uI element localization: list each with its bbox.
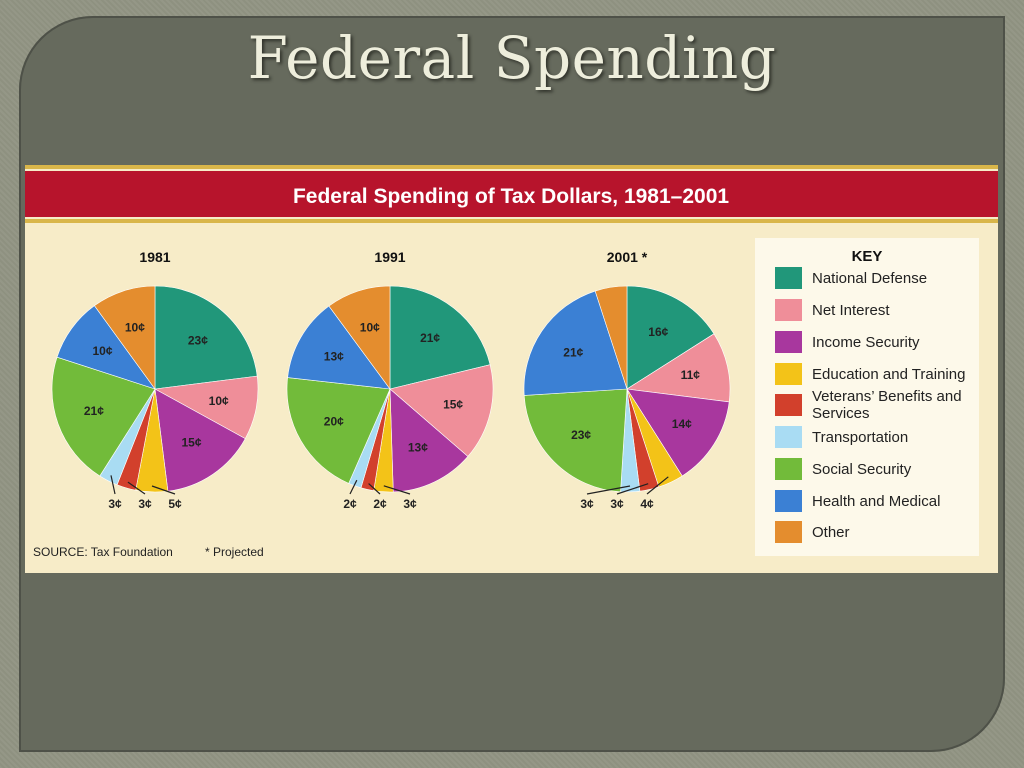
pie-1: 1981 23¢ 10¢ 15¢ 21¢ 10¢ 10¢ 3¢ 3¢ 5¢ bbox=[51, 249, 259, 511]
key-label: Health and Medical bbox=[812, 493, 940, 510]
key-label: Other bbox=[812, 524, 850, 541]
slide-title: Federal Spending bbox=[247, 24, 777, 92]
slice-value-label: 5¢ bbox=[168, 497, 182, 511]
pie-slice bbox=[523, 290, 628, 396]
slice-value-label: 10¢ bbox=[360, 320, 380, 334]
key-swatch bbox=[775, 426, 802, 448]
pies-group: 1981 23¢ 10¢ 15¢ 21¢ 10¢ 10¢ 3¢ 3¢ 5¢ 1991 21¢ 15¢ 13… bbox=[51, 249, 731, 511]
pie-slice bbox=[594, 285, 628, 390]
slice-value-label: 3¢ bbox=[108, 497, 122, 511]
slice-value-label: 3¢ bbox=[580, 497, 594, 511]
pie-slice bbox=[626, 388, 730, 477]
slice-value-label: 4¢ bbox=[640, 497, 654, 511]
key-label: Income Security bbox=[812, 334, 920, 351]
pie-year-label: 1991 bbox=[374, 249, 405, 265]
key-swatch bbox=[775, 458, 802, 480]
slice-value-label: 10¢ bbox=[125, 320, 145, 334]
slice-value-label: 3¢ bbox=[138, 497, 152, 511]
key-label: Social Security bbox=[812, 461, 912, 478]
pie-slice bbox=[287, 305, 391, 390]
slice-value-label: 21¢ bbox=[420, 331, 440, 345]
slice-value-label: 23¢ bbox=[571, 428, 591, 442]
key-label: Transportation bbox=[812, 429, 908, 446]
slice-value-label: 11¢ bbox=[681, 368, 701, 382]
pie-2: 1991 21¢ 15¢ 13¢ 20¢ 13¢ 10¢ 2¢ 2¢ 3¢ bbox=[286, 249, 494, 511]
pie-slice bbox=[389, 285, 491, 390]
pie-slice bbox=[51, 356, 156, 477]
slice-value-label: 2¢ bbox=[343, 497, 357, 511]
leader-line bbox=[646, 476, 669, 495]
slice-value-label: 23¢ bbox=[188, 333, 208, 347]
key-swatch bbox=[775, 267, 802, 289]
banner-bottom-rule bbox=[25, 219, 998, 223]
slice-value-label: 13¢ bbox=[324, 350, 344, 364]
chart-svg: Federal Spending of Tax Dollars, 1981–20… bbox=[25, 165, 998, 559]
key-label: Education and Training bbox=[812, 366, 965, 383]
key-label: National Defense bbox=[812, 270, 927, 287]
key-swatch bbox=[775, 299, 802, 321]
key-title: KEY bbox=[852, 248, 883, 265]
key-swatch bbox=[775, 521, 802, 543]
leader-line bbox=[368, 483, 381, 495]
slice-value-label: 10¢ bbox=[209, 394, 229, 408]
key-swatch bbox=[775, 331, 802, 353]
projected-note: * Projected bbox=[205, 545, 264, 559]
pie-slice bbox=[328, 285, 391, 390]
leader-line bbox=[110, 475, 116, 495]
chart-panel: Federal Spending of Tax Dollars, 1981–20… bbox=[25, 165, 998, 573]
slice-value-label: 3¢ bbox=[403, 497, 417, 511]
pie-year-label: 2001 * bbox=[607, 249, 648, 265]
leader-line bbox=[586, 485, 631, 495]
slice-value-label: 21¢ bbox=[563, 346, 583, 360]
source-note: SOURCE: Tax Foundation bbox=[33, 545, 173, 559]
slice-value-label: 2¢ bbox=[373, 497, 387, 511]
slice-value-label: 20¢ bbox=[324, 414, 344, 428]
leader-line bbox=[151, 485, 176, 495]
slice-value-label: 14¢ bbox=[672, 417, 692, 431]
slice-value-label: 15¢ bbox=[443, 397, 463, 411]
pie-year-label: 1981 bbox=[139, 249, 170, 265]
slice-value-label: 3¢ bbox=[610, 497, 624, 511]
pie-slice bbox=[389, 364, 494, 457]
key-swatch bbox=[775, 363, 802, 385]
leader-line bbox=[383, 485, 411, 495]
pie-slice bbox=[626, 333, 731, 403]
key-swatch bbox=[775, 490, 802, 512]
leader-line bbox=[127, 481, 146, 495]
key-label: Net Interest bbox=[812, 302, 890, 319]
slice-value-label: 15¢ bbox=[181, 436, 201, 450]
pie-slice bbox=[286, 377, 391, 484]
pie-3: 2001 * 16¢ 11¢ 14¢ 23¢ 21¢ 3¢ 3¢ 4¢ bbox=[523, 249, 731, 511]
chart-title-banner bbox=[25, 171, 998, 217]
banner-top-rule bbox=[25, 165, 998, 169]
chart-title: Federal Spending of Tax Dollars, 1981–20… bbox=[293, 185, 729, 208]
key-swatch bbox=[775, 394, 802, 416]
key-label: Veterans’ Benefits and Services bbox=[812, 388, 962, 422]
slice-value-label: 16¢ bbox=[648, 325, 668, 339]
slice-value-label: 21¢ bbox=[84, 404, 104, 418]
pie-slice bbox=[389, 388, 469, 493]
leader-line bbox=[349, 479, 358, 495]
leader-line bbox=[616, 483, 649, 495]
pie-slice bbox=[154, 388, 246, 492]
slice-value-label: 13¢ bbox=[408, 441, 428, 455]
pie-slice bbox=[154, 285, 258, 390]
pie-slice bbox=[94, 285, 156, 390]
slice-value-label: 10¢ bbox=[92, 344, 112, 358]
key-items: National Defense Net Interest Income Secur… bbox=[775, 267, 965, 543]
pie-slice bbox=[626, 285, 715, 390]
